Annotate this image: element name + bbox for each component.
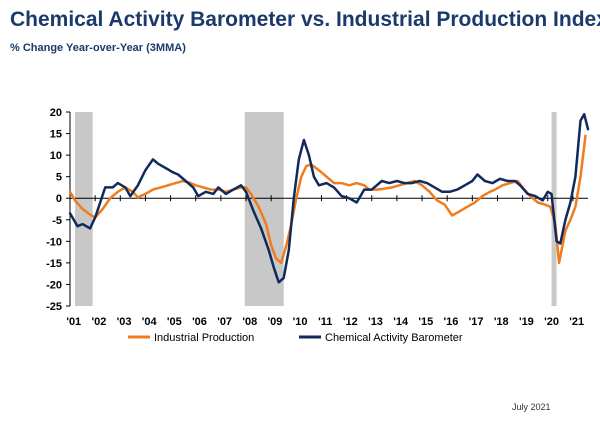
x-tick-label: '01 xyxy=(66,316,81,328)
x-tick-label: '09 xyxy=(268,316,283,328)
x-tick-label: '05 xyxy=(167,316,182,328)
y-tick-label: 15 xyxy=(50,129,62,141)
x-tick-label: '12 xyxy=(343,316,358,328)
y-tick-label: 10 xyxy=(50,150,62,162)
y-tick-label: 5 xyxy=(56,172,62,184)
recession-band-1 xyxy=(244,112,284,306)
x-axis-ticks: '01 '02 '03 '04 '05 '06 '07 '08 '09 '10 '11 '12 '13 '… xyxy=(66,195,584,328)
chart-subtitle: % Change Year-over-Year (3MMA) xyxy=(10,42,186,54)
x-tick-label: '15 xyxy=(418,316,433,328)
x-tick-label: '18 xyxy=(494,316,509,328)
x-tick-label: '03 xyxy=(117,316,132,328)
y-tick-label: 0 xyxy=(56,193,62,205)
y-tick-label: -5 xyxy=(52,215,62,227)
x-tick-label: '19 xyxy=(519,316,534,328)
x-tick-label: '20 xyxy=(544,316,559,328)
x-tick-label: '10 xyxy=(293,316,308,328)
series-line-chemical-activity-barometer xyxy=(68,112,590,284)
x-tick-label: '11 xyxy=(318,316,332,328)
y-tick-label: -20 xyxy=(46,279,62,291)
y-tick-label: -10 xyxy=(46,236,62,248)
legend-label-industrial-production: Industrial Production xyxy=(154,332,254,344)
x-tick-label: '06 xyxy=(192,316,207,328)
x-tick-label: '17 xyxy=(469,316,484,328)
chart-title: Chemical Activity Barometer vs. Industri… xyxy=(10,8,600,31)
x-tick-label: '02 xyxy=(91,316,106,328)
series-line-industrial-production xyxy=(68,134,587,265)
x-tick-label: '04 xyxy=(142,316,158,328)
x-tick-label: '14 xyxy=(393,316,409,328)
y-tick-label: -25 xyxy=(46,301,62,313)
x-tick-label: '08 xyxy=(242,316,257,328)
x-tick-label: '16 xyxy=(444,316,459,328)
x-tick-label: '21 xyxy=(569,316,584,328)
legend: Industrial Production Chemical Activity … xyxy=(128,332,463,344)
series-lines xyxy=(68,112,590,284)
x-tick-label: '13 xyxy=(368,316,383,328)
date-footnote: July 2021 xyxy=(512,402,551,412)
legend-label-chemical-activity-barometer: Chemical Activity Barometer xyxy=(325,332,463,344)
x-tick-label: '07 xyxy=(217,316,232,328)
y-axis-ticks: 20 15 10 5 0 -5 -10 -15 -20 -25 xyxy=(46,107,70,313)
recession-bands xyxy=(75,112,557,306)
y-tick-label: 20 xyxy=(50,107,62,119)
y-tick-label: -15 xyxy=(46,258,62,270)
